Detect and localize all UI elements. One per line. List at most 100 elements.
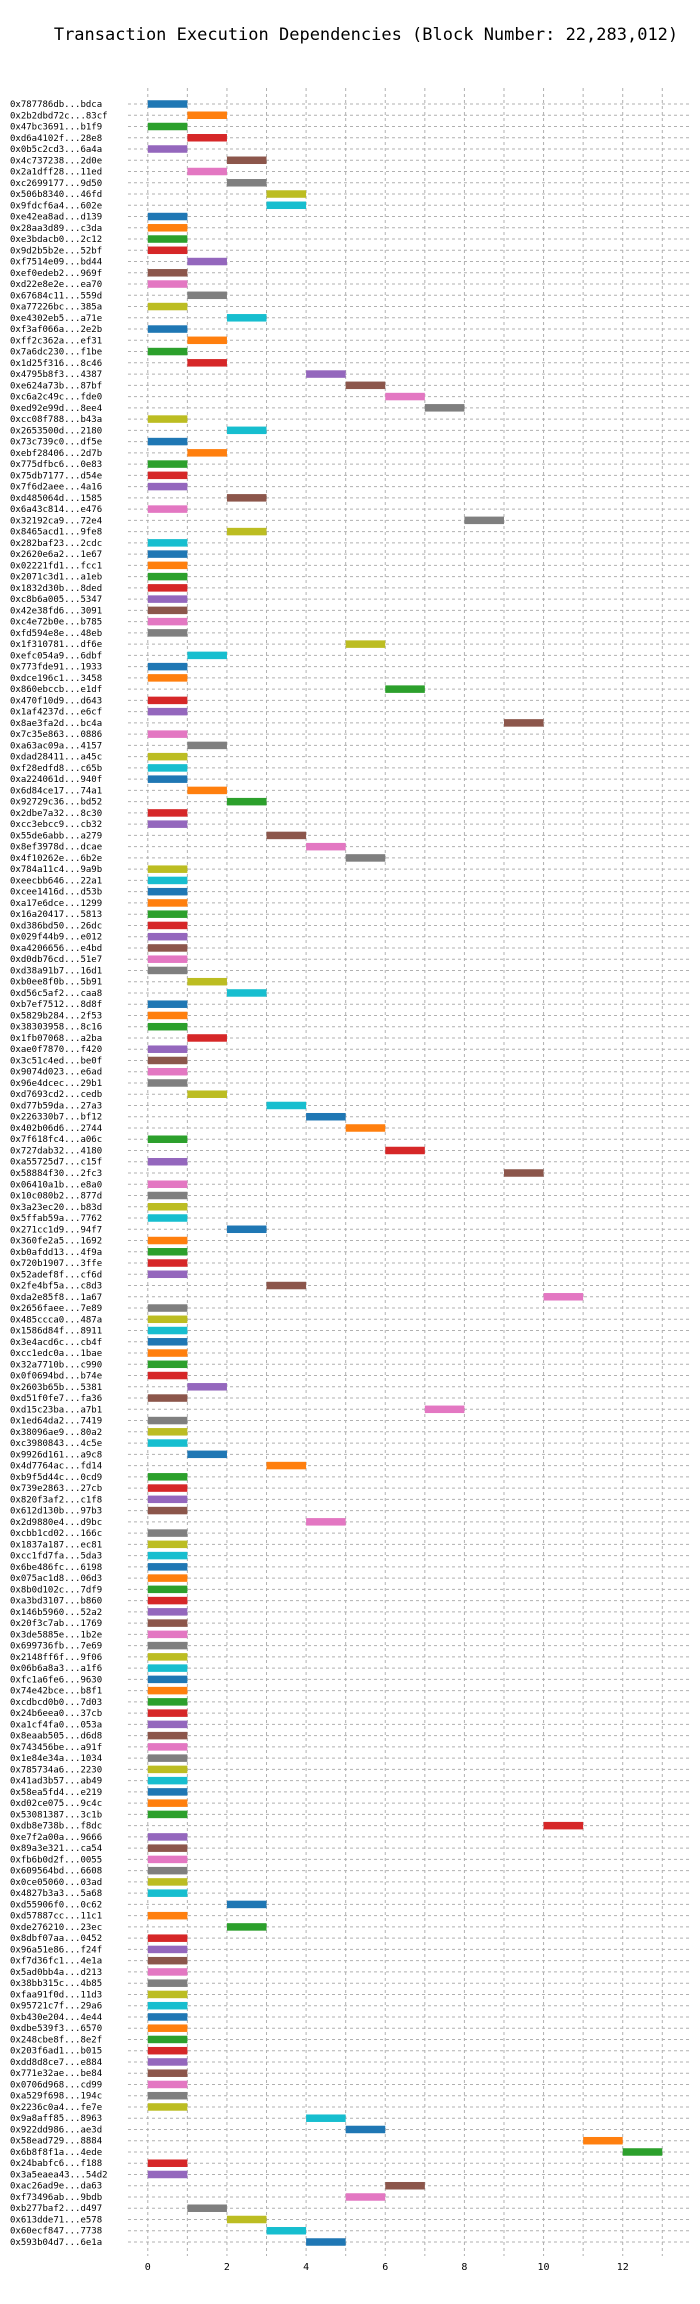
tx-bar [187,977,227,986]
x-tick-label: 0 [145,2262,151,2273]
bars [147,100,663,2246]
tx-bar [147,1056,188,1065]
tx-bar [147,1540,188,1549]
tx-label: 0x203f6ad1...b015 [10,2047,102,2057]
tx-bar [147,1619,188,1627]
tx-bar [147,2170,188,2179]
tx-bar [147,2069,188,2077]
tx-bar [147,1506,188,1515]
tx-bar [147,899,188,907]
tx-label: 0x41ad3b57...ab49 [10,1777,102,1787]
tx-bar [147,1371,188,1380]
tx-label: 0xac26ad9e...da63 [10,2182,102,2192]
tx-bar [147,1878,188,1886]
grid [128,88,690,2256]
tx-bar [147,865,188,873]
tx-bar [187,1090,227,1098]
tx-bar [306,1112,346,1121]
tx-bar [147,1731,188,1740]
tx-label: 0x2071c3d1...a1eb [10,573,102,583]
tx-bar [147,235,188,243]
tx-label: 0x32a7710b...c990 [10,1360,102,1370]
tx-bar [543,1293,584,1301]
tx-bar [147,1653,188,1661]
tx-bar [226,426,267,435]
tx-bar [147,482,188,491]
tx-label: 0x9d2b5b2e...52bf [10,246,102,256]
tx-label: 0x8eaab505...d6d8 [10,1732,102,1742]
tx-bar [147,966,188,975]
tx-label: 0x787786db...bdca [10,100,102,110]
tx-label: 0x0f0694bd...b74e [10,1372,102,1382]
tx-bar [266,2226,307,2235]
tx-label: 0x06b6a8a3...a1f6 [10,1664,102,1674]
tx-label: 0x2620e6a2...1e67 [10,550,102,560]
tx-label: 0xa63ac09a...4157 [10,741,102,751]
tx-bar [187,336,227,345]
tx-bar [147,1945,188,1954]
tx-bar [147,1360,188,1369]
tx-label: 0x9074d023...e6ad [10,1068,102,1078]
tx-bar [147,572,188,581]
tx-label: 0x02221fd1...fcc1 [10,561,102,571]
tx-label: 0x2b2dbd72c...83cf [10,111,108,121]
tx-bar [266,1101,307,1110]
tx-label: 0x60ecf847...7738 [10,2227,102,2237]
tx-label: 0xdce196c1...3458 [10,674,102,684]
tx-bar [147,1270,188,1279]
tx-bar [266,190,307,198]
tx-label: 0xd55906f0...0c62 [10,1900,102,1910]
tx-bar [147,764,188,772]
tx-label: 0x58ea5fd4...e219 [10,1788,102,1798]
tx-label: 0xcdbcd0b0...7d03 [10,1698,102,1708]
tx-bar [147,505,188,513]
tx-bar [147,1979,188,1987]
tx-bar [226,989,267,997]
tx-bar [147,820,188,828]
tx-bar [147,471,188,480]
tx-label: 0x2653500d...2180 [10,426,102,436]
tx-label: 0xa55725d7...c15f [10,1158,102,1168]
tx-bar [147,437,188,446]
tx-bar [266,1281,307,1290]
tx-label: 0x8dbf07aa...0452 [10,1934,102,1944]
tx-label: 0xd51f0fe7...fa36 [10,1394,102,1404]
tx-bar [147,707,188,716]
tx-bar [147,876,188,885]
tx-label: 0x3de5885e...1b2e [10,1630,102,1640]
tx-bar [147,1698,188,1706]
tx-label: 0xcbb1cd02...166c [10,1529,102,1539]
tx-label: 0x47bc3691...b1f9 [10,123,102,133]
tx-label: 0xd02ce075...9c4c [10,1799,102,1809]
tx-label: 0x5829b284...2f53 [10,1011,102,1021]
chart-title: Transaction Execution Dependencies (Bloc… [54,25,678,45]
tx-bar [306,2238,346,2246]
tx-bar [147,224,188,232]
tx-bar [147,2080,188,2089]
tx-label: 0xfc1a6fe6...9630 [10,1675,102,1685]
tx-label: 0x4795b8f3...4387 [10,370,102,380]
tx-bar [147,2103,188,2111]
tx-bar [147,921,188,930]
tx-label: 0x5ad0bb4a...d213 [10,1968,102,1978]
tx-bar [147,1810,188,1819]
tx-bar [147,2046,188,2055]
tx-bar [226,314,267,322]
tx-label: 0x7f6d2aee...4a16 [10,483,102,493]
tx-label: 0x7f618fc4...a06c [10,1135,102,1145]
tx-bar [147,1641,188,1650]
tx-label: 0x06410a1b...e8a0 [10,1180,102,1190]
tx-label: 0x2236c0a4...fe7e [10,2103,102,2113]
tx-label: 0xb0ee8f0b...5b91 [10,978,102,988]
tx-bar [147,606,188,615]
tx-label: 0xcc1fd7fa...5da3 [10,1552,102,1562]
tx-label: 0xc8b6a005...5347 [10,595,102,605]
tx-label: 0x16a20417...5813 [10,910,102,920]
tx-bar [147,730,188,738]
tx-label: 0x1e84e34a...1034 [10,1754,102,1764]
tx-label: 0x784a11c4...9a9b [10,865,102,875]
tx-label: 0xa1cf4fa0...053a [10,1720,102,1730]
tx-bar [424,1405,465,1414]
tx-bar [147,775,188,783]
